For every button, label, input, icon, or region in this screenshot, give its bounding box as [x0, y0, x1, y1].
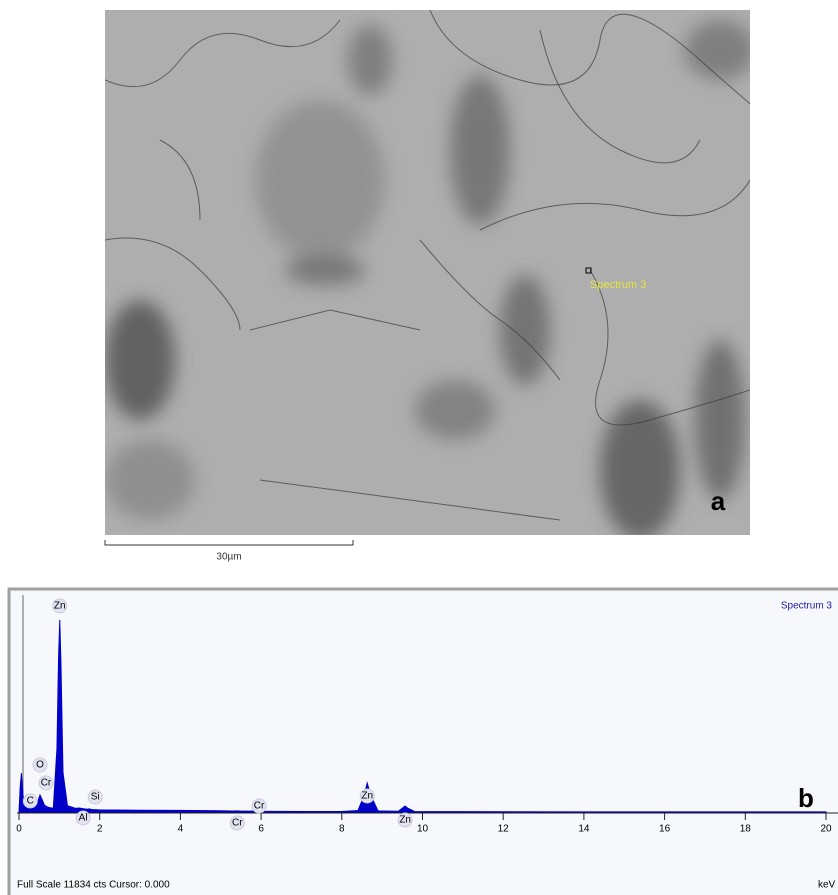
- peak-label: O: [36, 760, 44, 771]
- peak-label: Cr: [254, 801, 265, 812]
- x-tick-label: 8: [339, 824, 345, 835]
- chart-title: Spectrum 3: [781, 601, 833, 612]
- scale-bar: 30µm: [105, 540, 353, 563]
- peak-label: Cr: [232, 818, 243, 829]
- x-tick-label: 20: [820, 824, 832, 835]
- sem-image: Spectrum 3 a: [105, 10, 762, 540]
- x-tick-label: 10: [417, 824, 429, 835]
- peak-label: Si: [91, 792, 100, 803]
- peak-label: Zn: [361, 791, 373, 802]
- spectrum-panel: [9, 589, 838, 895]
- panel-label: b: [798, 783, 814, 813]
- footer: Full Scale 11834 cts Cursor: 0.000: [17, 880, 170, 891]
- scale-bar-label: 30µm: [216, 552, 241, 563]
- x-tick-label: 18: [740, 824, 752, 835]
- x-tick-label: 4: [178, 824, 184, 835]
- x-tick-label: 6: [258, 824, 264, 835]
- spectrum-location-label: Spectrum 3: [590, 279, 646, 291]
- peak-label: Cr: [41, 778, 52, 789]
- peak-label: Zn: [54, 601, 66, 612]
- peak-label: C: [27, 796, 34, 807]
- x-tick-label: 16: [659, 824, 671, 835]
- x-tick-label: 0: [16, 824, 22, 835]
- x-tick-label: 14: [578, 824, 590, 835]
- x-tick-label: 12: [498, 824, 510, 835]
- peak-label: Zn: [399, 815, 411, 826]
- peak-label: Al: [79, 813, 88, 824]
- x-tick-label: 2: [97, 824, 103, 835]
- figure: Spectrum 3 a 30µm Spectrum 3 b Full Scal…: [0, 0, 838, 895]
- x-axis-label: keV: [818, 880, 836, 891]
- panel-label: a: [711, 486, 726, 516]
